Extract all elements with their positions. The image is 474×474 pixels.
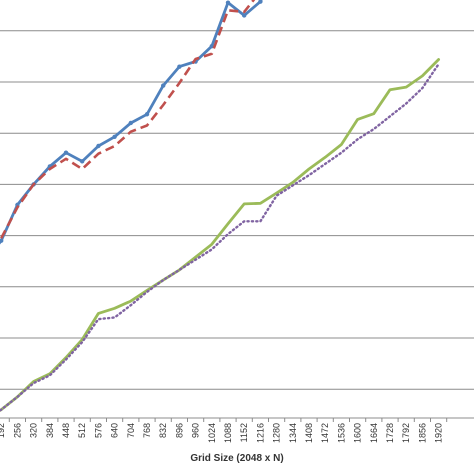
- x-tick-label: 448: [61, 423, 71, 438]
- x-tick-label: 960: [191, 423, 201, 438]
- data-point: [225, 0, 231, 5]
- x-tick-label: 1792: [401, 423, 411, 443]
- x-tick-label: 1536: [336, 423, 346, 443]
- gridlines: [0, 30, 474, 390]
- series-lines: [0, 0, 441, 412]
- x-axis: 1281922563203844485125766407047688328969…: [0, 417, 474, 443]
- x-tick-label: 1152: [239, 423, 249, 442]
- data-point: [80, 159, 85, 164]
- x-tick-label: 896: [174, 423, 184, 438]
- x-tick-label: 768: [142, 423, 152, 438]
- x-tick-label: 512: [77, 423, 87, 438]
- x-tick-label: 256: [12, 423, 22, 438]
- data-point: [0, 238, 4, 243]
- x-tick-label: 1472: [320, 423, 330, 443]
- data-point: [112, 134, 117, 139]
- data-point: [177, 64, 182, 69]
- data-point: [63, 150, 69, 155]
- data-point: [96, 143, 101, 149]
- x-tick-label: 1600: [353, 423, 363, 443]
- x-tick-label: 320: [29, 423, 39, 438]
- x-axis-title: Grid Size (2048 x N): [190, 453, 283, 464]
- x-tick-label: 1088: [223, 423, 233, 443]
- x-tick-label: 1024: [207, 423, 217, 443]
- data-point: [258, 0, 263, 4]
- x-tick-label: 1216: [255, 423, 265, 443]
- x-tick-label: 1344: [288, 423, 298, 443]
- x-tick-label: 1408: [304, 423, 314, 443]
- x-tick-label: 704: [126, 423, 136, 438]
- data-point: [161, 83, 166, 88]
- x-tick-label: 384: [45, 423, 55, 438]
- x-tick-label: 1856: [417, 423, 427, 443]
- x-tick-label: 576: [93, 423, 103, 438]
- x-tick-label: 192: [0, 423, 6, 438]
- x-tick-label: 640: [110, 423, 120, 438]
- data-point: [128, 120, 133, 126]
- x-tick-label: 1728: [385, 423, 395, 443]
- x-tick-label: 1280: [272, 423, 282, 443]
- series-line-3: [0, 58, 441, 412]
- series-line-2: [0, 0, 256, 243]
- series-line-4: [0, 62, 440, 412]
- x-tick-label: 1664: [369, 423, 379, 443]
- x-tick-label: 832: [158, 423, 168, 438]
- x-tick-label: 1920: [434, 423, 444, 443]
- data-point: [144, 112, 150, 117]
- data-point: [242, 13, 247, 18]
